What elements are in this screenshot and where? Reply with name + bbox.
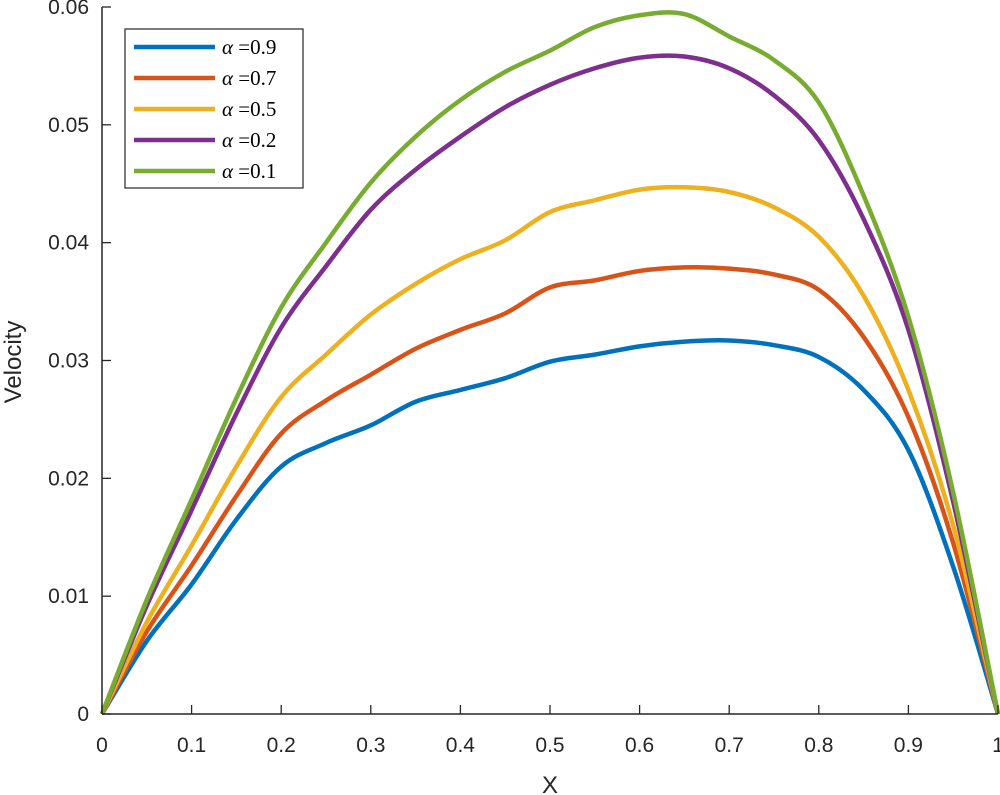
x-tick-label: 0.5	[535, 734, 564, 757]
legend-label: α =0.7	[222, 66, 276, 90]
x-tick-label: 0.4	[446, 734, 476, 757]
x-ticks: 0 0.1 0.2 0.3 0.4 0.5 0.6 0.7 0.8 0.9 1	[96, 705, 1000, 757]
legend-entry: α =0.7	[134, 66, 276, 90]
legend-label: α =0.2	[222, 128, 276, 152]
plot-lines	[99, 10, 1000, 716]
y-axis-label: Velocity	[0, 321, 27, 404]
legend-label: α =0.1	[222, 159, 276, 183]
x-tick-label: 0.1	[177, 734, 206, 757]
series-line-4	[99, 10, 1000, 715]
y-tick-label: 0.05	[48, 114, 89, 137]
y-tick-label: 0.02	[48, 467, 89, 490]
x-tick-label: 0.8	[804, 734, 833, 757]
y-tick-label: 0.04	[48, 232, 89, 255]
y-tick-label: 0	[77, 703, 89, 726]
x-tick-label: 0.2	[267, 734, 296, 757]
x-tick-label: 1	[992, 734, 1000, 757]
x-tick-label: 0	[96, 734, 108, 757]
legend: α =0.9 α =0.7 α =0.5 α =0.2 α =0.1	[124, 28, 304, 189]
x-axis-label: X	[542, 772, 558, 795]
legend-entry: α =0.1	[134, 159, 276, 183]
x-tick-label: 0.6	[625, 734, 654, 757]
legend-entry: α =0.9	[134, 35, 276, 59]
series-line-2	[99, 184, 1000, 715]
y-tick-label: 0.01	[48, 585, 89, 608]
series-line-0	[100, 338, 1000, 716]
y-tick-label: 0.06	[48, 0, 89, 19]
x-tick-label: 0.9	[894, 734, 923, 757]
series-line-3	[99, 53, 1000, 715]
legend-label: α =0.9	[222, 35, 276, 59]
legend-entry: α =0.2	[134, 128, 276, 152]
y-tick-label: 0.03	[48, 350, 89, 373]
axes: 0 0.1 0.2 0.3 0.4 0.5 0.6 0.7 0.8 0.9 1 00.010.020…	[48, 0, 1000, 757]
series-line-1	[100, 265, 1000, 716]
legend-entry: α =0.5	[134, 97, 276, 121]
x-tick-label: 0.7	[715, 734, 744, 757]
legend-label: α =0.5	[222, 97, 276, 121]
x-tick-label: 0.3	[356, 734, 385, 757]
y-ticks: 0 0.01 0.02 0.03 0.04 0.05 0.06	[48, 0, 111, 726]
